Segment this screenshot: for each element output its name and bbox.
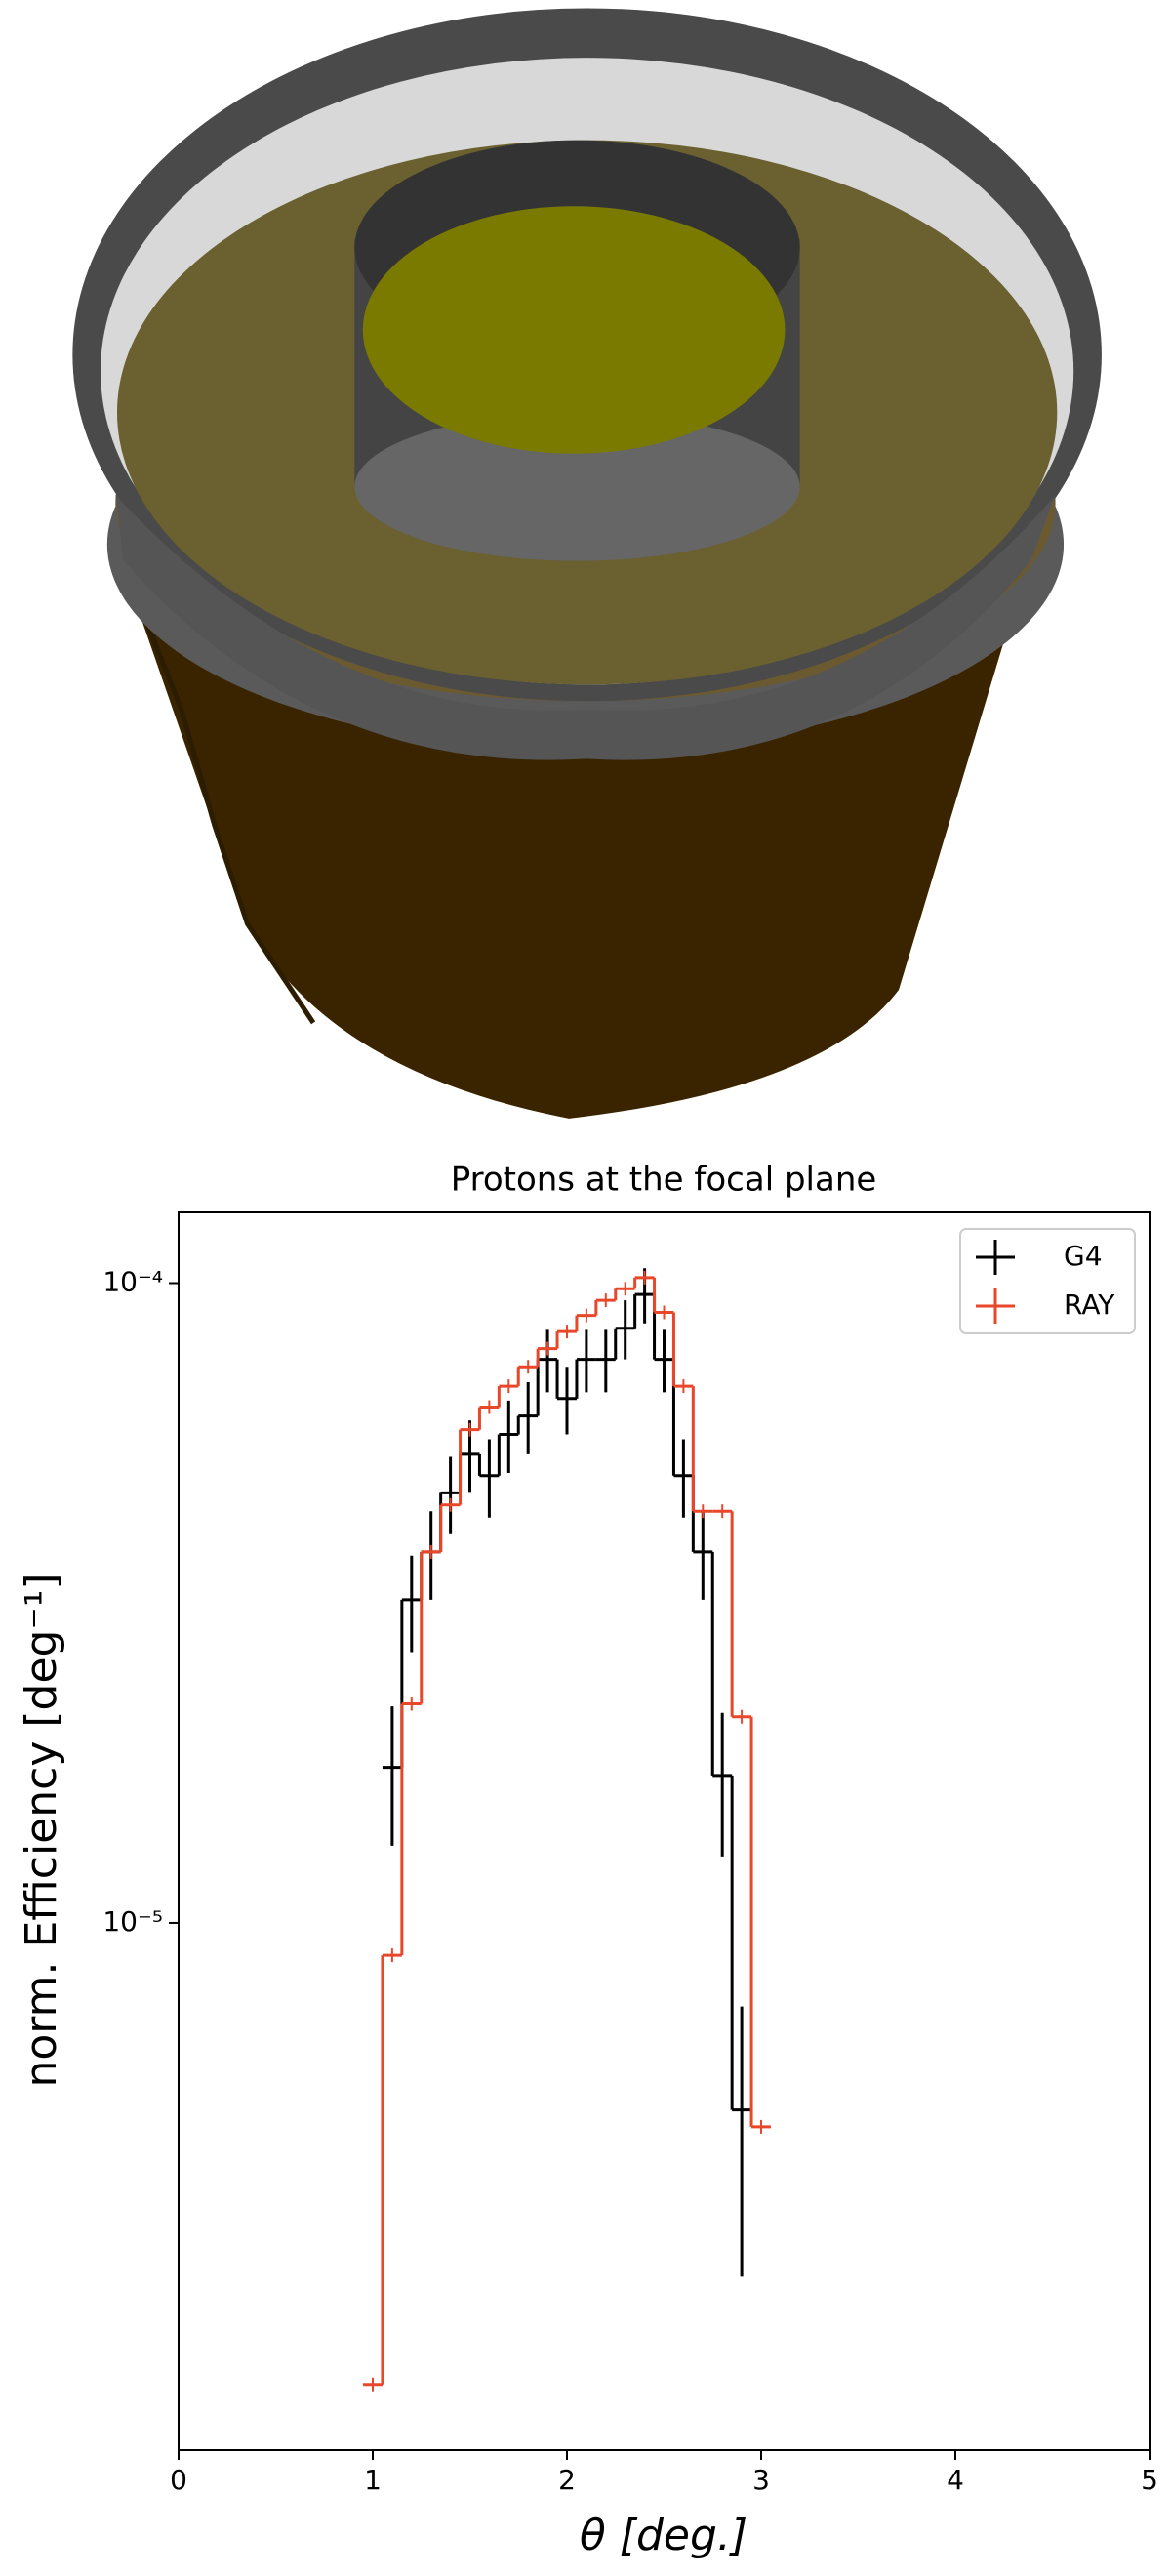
detector-render [72, 8, 1102, 1119]
legend-label: RAY [1064, 1288, 1115, 1321]
body-facet [112, 543, 316, 1025]
front-band [115, 495, 1056, 760]
x-tick-label: 3 [752, 2464, 770, 2496]
x-tick-label: 0 [170, 2464, 187, 2496]
inner-bottom-rim [354, 412, 800, 561]
chart-title: Protons at the focal plane [451, 1161, 877, 1200]
x-tick-label: 1 [364, 2464, 382, 2496]
legend-label: G4 [1064, 1240, 1103, 1272]
y-tick-label: 10⁻⁴ [102, 1265, 163, 1297]
y-tick-label: 10⁻⁵ [102, 1905, 163, 1938]
x-axis-label: θ [deg.] [580, 2511, 747, 2560]
x-tick-label: 4 [947, 2464, 964, 2496]
x-tick-label: 2 [558, 2464, 576, 2496]
y-axis-label: norm. Efficiency [deg⁻¹] [17, 1573, 66, 2087]
plot-frame [178, 1211, 1151, 2451]
inner-yellow [362, 206, 786, 454]
x-tick-label: 5 [1141, 2464, 1158, 2496]
